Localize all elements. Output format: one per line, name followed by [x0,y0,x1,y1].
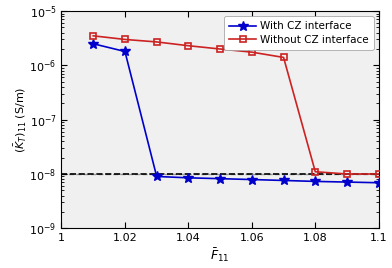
Without CZ interface [218,47,223,51]
With CZ interface [123,50,127,53]
With CZ interface [249,178,254,181]
With CZ interface [186,176,191,180]
Without CZ interface [376,172,381,176]
With CZ interface [154,175,159,178]
Without CZ interface [91,34,96,38]
With CZ interface [218,177,223,180]
With CZ interface [91,42,96,45]
Without CZ interface [249,51,254,54]
Line: With CZ interface: With CZ interface [88,39,384,188]
With CZ interface [376,181,381,184]
With CZ interface [281,179,286,182]
Line: Without CZ interface: Without CZ interface [90,32,382,177]
Without CZ interface [123,38,127,41]
Without CZ interface [154,40,159,43]
Legend: With CZ interface, Without CZ interface: With CZ interface, Without CZ interface [224,16,374,50]
With CZ interface [313,180,318,183]
Y-axis label: $(\bar{K}_T)_{11}$ (S/m): $(\bar{K}_T)_{11}$ (S/m) [12,87,28,153]
X-axis label: $\bar{F}_{11}$: $\bar{F}_{11}$ [211,246,230,263]
Without CZ interface [345,172,349,176]
Without CZ interface [281,56,286,59]
With CZ interface [345,180,349,184]
Without CZ interface [313,170,318,173]
Without CZ interface [186,44,191,47]
